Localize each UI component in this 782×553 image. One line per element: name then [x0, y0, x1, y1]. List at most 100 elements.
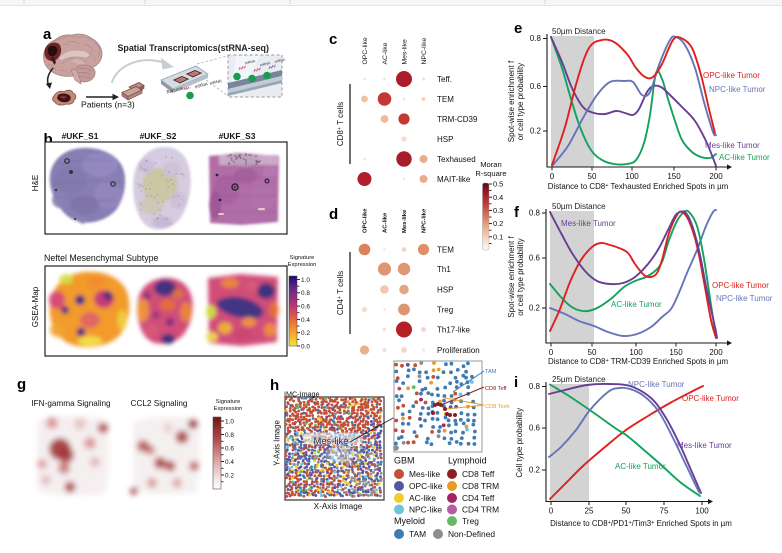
svg-text:CD8+ T cells: CD8+ T cells — [336, 102, 345, 146]
svg-text:100: 100 — [695, 507, 709, 516]
svg-text:Spot-wise enrichment f: Spot-wise enrichment f — [507, 236, 516, 318]
svg-text:200: 200 — [709, 348, 723, 357]
svg-text:0.2: 0.2 — [301, 330, 310, 337]
svg-text:Spatial Transcriptomics(stRNA-: Spatial Transcriptomics(stRNA-seq) — [118, 43, 269, 53]
svg-text:TAM: TAM — [409, 529, 426, 539]
svg-text:AC-like Tumor: AC-like Tumor — [611, 300, 662, 309]
svg-text:50µm Distance: 50µm Distance — [552, 202, 606, 211]
svg-text:NPC-like: NPC-like — [422, 208, 428, 233]
svg-text:0.6: 0.6 — [529, 424, 541, 433]
svg-text:0.2: 0.2 — [225, 472, 234, 479]
svg-text:g: g — [17, 376, 26, 393]
svg-text:Mes-like: Mes-like — [401, 39, 408, 65]
svg-text:NPC-like Tumor: NPC-like Tumor — [716, 294, 773, 303]
svg-text:25µm Distance: 25µm Distance — [552, 375, 606, 384]
svg-text:CD4+ T cells: CD4+ T cells — [336, 271, 345, 315]
svg-text:NPC-like: NPC-like — [421, 37, 428, 64]
svg-text:H&E: H&E — [31, 175, 40, 191]
svg-text:Distance to CD8+ Texhausted En: Distance to CD8+ Texhausted Enriched Spo… — [548, 182, 729, 191]
svg-text:OPC-like: OPC-like — [363, 208, 369, 233]
svg-text:CD8 TRM: CD8 TRM — [462, 481, 499, 491]
svg-text:0.8: 0.8 — [225, 432, 234, 439]
svg-text:0.2: 0.2 — [529, 466, 541, 475]
svg-text:Th17-like: Th17-like — [437, 325, 470, 334]
svg-text:0.6: 0.6 — [301, 304, 310, 311]
svg-text:0.8: 0.8 — [529, 382, 541, 391]
svg-text:Cell type probability: Cell type probability — [515, 408, 524, 478]
svg-text:OPC-like Tumor: OPC-like Tumor — [712, 281, 769, 290]
svg-text:50µm Distance: 50µm Distance — [552, 27, 606, 36]
svg-text:0.8: 0.8 — [530, 34, 542, 43]
svg-text:CD4 Teff: CD4 Teff — [462, 493, 495, 503]
svg-text:IFN-gamma Signaling: IFN-gamma Signaling — [31, 399, 111, 408]
svg-text:OPC-like Tumor: OPC-like Tumor — [703, 71, 760, 80]
svg-text:0.5: 0.5 — [493, 180, 503, 189]
svg-text:NPC-like Tumor: NPC-like Tumor — [628, 380, 685, 389]
svg-text:OPC-like: OPC-like — [409, 481, 443, 491]
svg-text:0.6: 0.6 — [529, 254, 541, 263]
svg-text:Mes-like: Mes-like — [402, 209, 408, 233]
svg-text:50: 50 — [588, 348, 597, 357]
svg-text:mRNA: mRNA — [244, 59, 256, 65]
svg-text:OPC-like Tumor: OPC-like Tumor — [682, 394, 739, 403]
svg-text:#UKF_S1: #UKF_S1 — [62, 131, 99, 141]
svg-text:CD4 TRM: CD4 TRM — [462, 505, 499, 515]
svg-text:IMC-Image: IMC-Image — [284, 390, 320, 399]
svg-text:R-square: R-square — [475, 169, 506, 178]
svg-text:0.0: 0.0 — [301, 343, 310, 350]
svg-text:GBM: GBM — [394, 456, 415, 466]
svg-text:or cell type probability: or cell type probability — [516, 63, 525, 140]
svg-text:Proliferation: Proliferation — [437, 346, 480, 355]
svg-text:Lymphoid: Lymphoid — [448, 456, 487, 466]
svg-text:75: 75 — [660, 507, 669, 516]
svg-text:50: 50 — [622, 507, 631, 516]
svg-text:0.2: 0.2 — [529, 304, 541, 313]
svg-text:Expression: Expression — [214, 406, 243, 412]
svg-text:Mes-like Tumor: Mes-like Tumor — [705, 141, 760, 150]
svg-text:Treg: Treg — [462, 516, 479, 526]
svg-text:d: d — [329, 206, 338, 223]
svg-text:AC-like: AC-like — [382, 42, 389, 64]
svg-text:0: 0 — [549, 348, 554, 357]
svg-text:mRNA: mRNA — [194, 81, 209, 89]
svg-text:Distance to CD8+ TRM-CD39 Enri: Distance to CD8+ TRM-CD39 Enriched Spots… — [548, 357, 728, 366]
svg-text:AC-like: AC-like — [383, 212, 389, 233]
svg-text:e: e — [514, 20, 522, 37]
svg-text:Mes-like: Mes-like — [314, 435, 349, 446]
svg-text:mRNA: mRNA — [274, 58, 286, 64]
svg-text:TEM: TEM — [437, 95, 454, 104]
svg-text:X-Axis Image: X-Axis Image — [314, 502, 363, 511]
svg-text:or cell type probability: or cell type probability — [516, 238, 525, 315]
svg-text:Signature: Signature — [290, 255, 315, 261]
svg-text:#UKF_S2: #UKF_S2 — [140, 131, 177, 141]
svg-text:100: 100 — [629, 348, 643, 357]
svg-text:f: f — [514, 204, 520, 221]
svg-text:Barcode: Barcode — [166, 85, 184, 94]
svg-text:OPC-like: OPC-like — [362, 37, 369, 64]
svg-text:0: 0 — [550, 172, 555, 181]
svg-text:Non-Defined: Non-Defined — [448, 529, 495, 539]
svg-text:Th1: Th1 — [437, 265, 451, 274]
svg-text:Patients (n=3): Patients (n=3) — [81, 100, 135, 110]
svg-text:Teff.: Teff. — [437, 75, 452, 84]
svg-text:a: a — [43, 26, 52, 43]
svg-text:0.8: 0.8 — [301, 290, 310, 297]
svg-text:0.1: 0.1 — [493, 232, 503, 241]
svg-text:25: 25 — [585, 507, 594, 516]
svg-text:Distance to CD8+/PD1+/Tim3+ En: Distance to CD8+/PD1+/Tim3+ Enriched Spo… — [550, 519, 732, 528]
svg-text:Y-Axis Image: Y-Axis Image — [273, 420, 282, 466]
svg-text:Signature: Signature — [216, 399, 241, 405]
svg-text:TRM-CD39: TRM-CD39 — [437, 115, 478, 124]
svg-text:GSEA-Map: GSEA-Map — [31, 286, 40, 327]
svg-text:Myeloid: Myeloid — [394, 516, 425, 526]
svg-text:CD8 Texh: CD8 Texh — [485, 404, 509, 410]
svg-text:h: h — [270, 377, 279, 394]
svg-text:NPC-like: NPC-like — [409, 505, 442, 515]
svg-text:Mes-like: Mes-like — [409, 469, 441, 479]
svg-text:0.4: 0.4 — [225, 459, 234, 466]
svg-text:Treg: Treg — [437, 305, 453, 314]
svg-text:Expression: Expression — [288, 262, 317, 268]
svg-text:MAIT-like: MAIT-like — [437, 175, 471, 184]
svg-text:mRNA: mRNA — [209, 78, 222, 86]
svg-text:HSP: HSP — [437, 285, 453, 294]
